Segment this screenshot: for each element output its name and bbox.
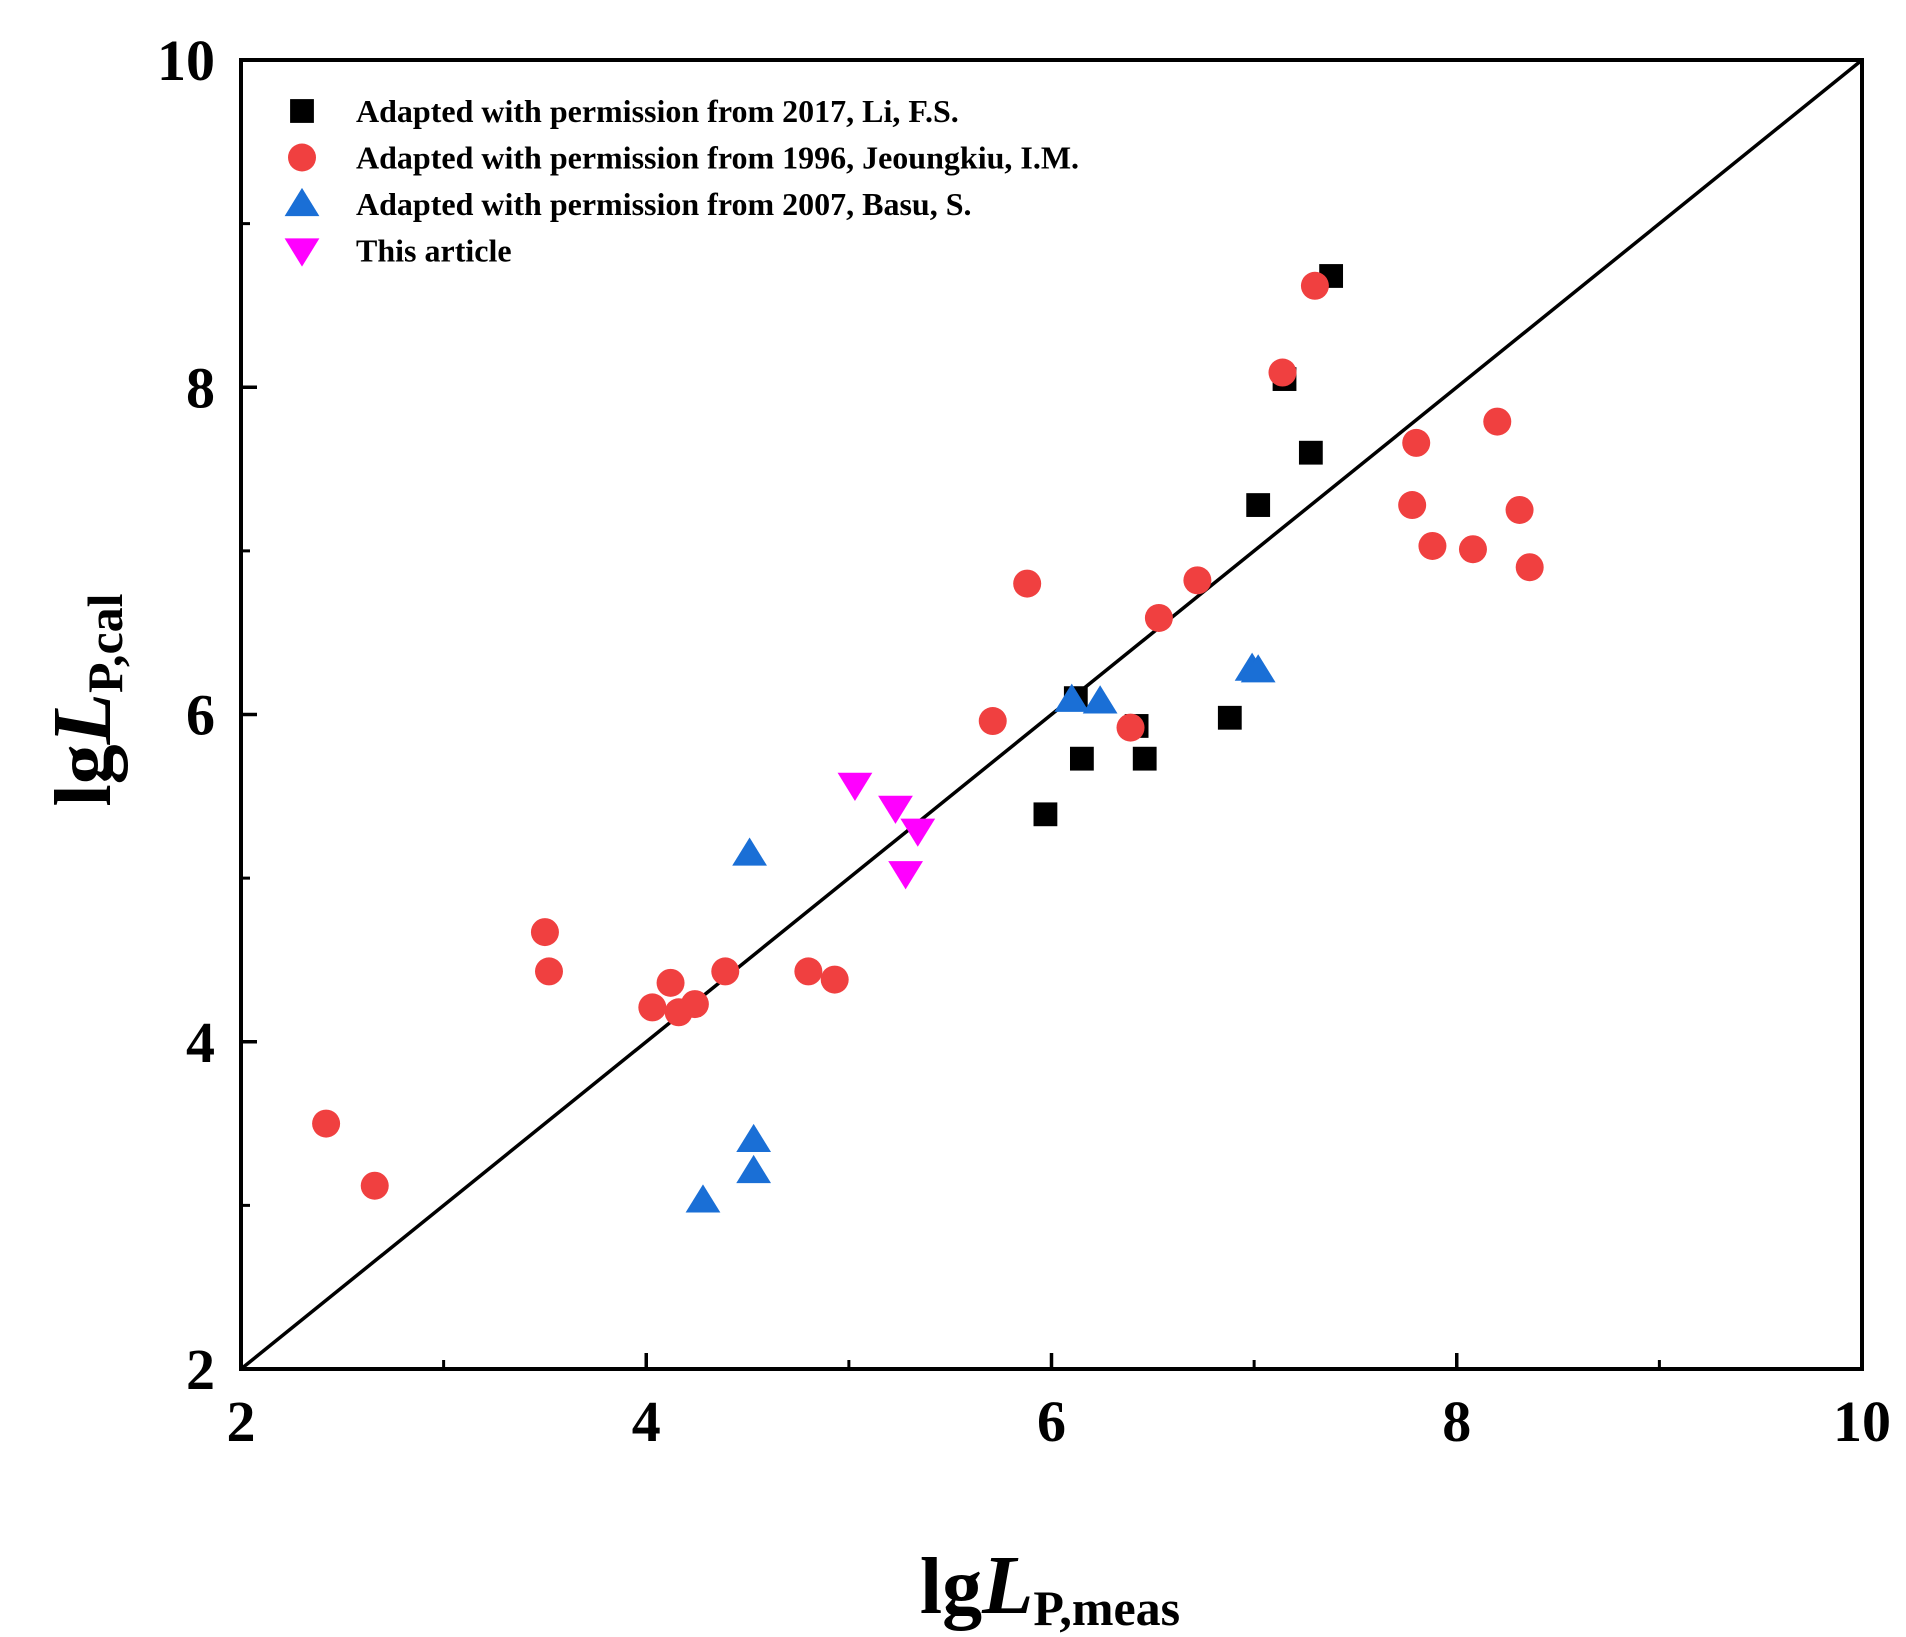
data-point-square [1033,802,1058,827]
data-point-circle [638,993,667,1022]
legend-item: This article [284,233,512,269]
data-point-circle [656,968,685,997]
legend-label: Adapted with permission from 1996, Jeoun… [356,140,1079,176]
data-point-circle [1116,713,1145,742]
series-3 [685,652,1276,1213]
data-point-circle [820,965,849,994]
legend-item: Adapted with permission from 2007, Basu,… [284,186,971,222]
data-point-square [1246,493,1271,517]
x-axis-title: lgLP,meas [920,1539,1180,1636]
x-tick-label: 4 [632,1389,661,1454]
data-point-triangle-down [888,861,923,890]
data-point-triangle-up [685,1184,721,1213]
legend-label: This article [356,233,512,269]
x-tick-label: 6 [1037,1389,1066,1454]
legend-item: Adapted with permission from 1996, Jeoun… [288,140,1079,176]
data-point-circle [1483,407,1512,436]
legend-marker-triangle-down [284,238,320,267]
data-point-circle [1505,495,1534,524]
data-point-circle [711,957,740,986]
y-axis-title-prefix: lg [40,744,128,806]
data-point-circle [1398,491,1427,520]
data-point-circle [360,1171,389,1200]
data-point-circle [1268,358,1297,387]
data-point-circle [794,957,823,986]
data-point-square [1132,746,1157,771]
x-tick-label: 10 [1833,1389,1891,1454]
y-tick-label: 6 [186,683,215,748]
data-point-triangle-up [1082,685,1118,714]
data-point-triangle-down [837,772,873,801]
reference-line [239,58,1864,1371]
x-axis-title-subscript: P,meas [1033,1580,1180,1636]
series-2 [312,271,1544,1200]
y-tick-label: 4 [186,1010,215,1075]
legend-marker-circle [288,143,316,172]
legend: Adapted with permission from 2017, Li, F… [284,93,1079,269]
data-point-circle [1458,535,1487,564]
data-point-triangle-up [1240,654,1276,683]
data-point-circle [534,957,563,986]
data-point-circle [1013,569,1042,598]
legend-label: Adapted with permission from 2017, Li, F… [356,93,959,129]
data-point-circle [1418,531,1447,560]
data-point-circle [680,990,709,1019]
y-axis-title: lgLP,cal [36,593,133,806]
data-point-square [1217,705,1242,730]
data-point-circle [530,918,559,947]
series-1 [1033,264,1344,827]
y-axis-title-subscript: P,cal [77,593,133,693]
legend-item: Adapted with permission from 2017, Li, F… [290,93,959,129]
y-axis-title-italic: L [36,693,129,745]
data-point-circle [1402,428,1431,457]
data-point-circle [1515,553,1544,582]
data-point-circle [978,707,1007,736]
data-point-triangle-up [736,1123,772,1152]
x-tick-label: 8 [1442,1389,1471,1454]
data-point-circle [1183,566,1212,595]
x-axis-title-italic: L [981,1539,1033,1632]
series-4 [837,772,936,890]
data-point-circle [312,1109,341,1138]
data-point-triangle-down [878,795,913,824]
data-point-triangle-down [900,818,936,847]
data-point-square [1069,746,1094,771]
data-point-square [1298,440,1323,465]
legend-label: Adapted with permission from 2007, Basu,… [356,186,971,222]
x-axis-title-prefix: lg [920,1543,982,1631]
data-point-triangle-up [1054,683,1090,712]
legend-marker-triangle-up [284,187,320,217]
legend-marker-square [290,99,314,123]
y-tick-label: 2 [186,1337,215,1402]
y-tick-label: 10 [157,28,215,93]
data-point-triangle-up [732,837,767,866]
data-point-circle [1144,603,1173,632]
data-point-triangle-up [736,1154,772,1184]
data-point-circle [1300,271,1329,300]
x-tick-label: 2 [227,1389,256,1454]
y-tick-label: 8 [186,355,215,420]
